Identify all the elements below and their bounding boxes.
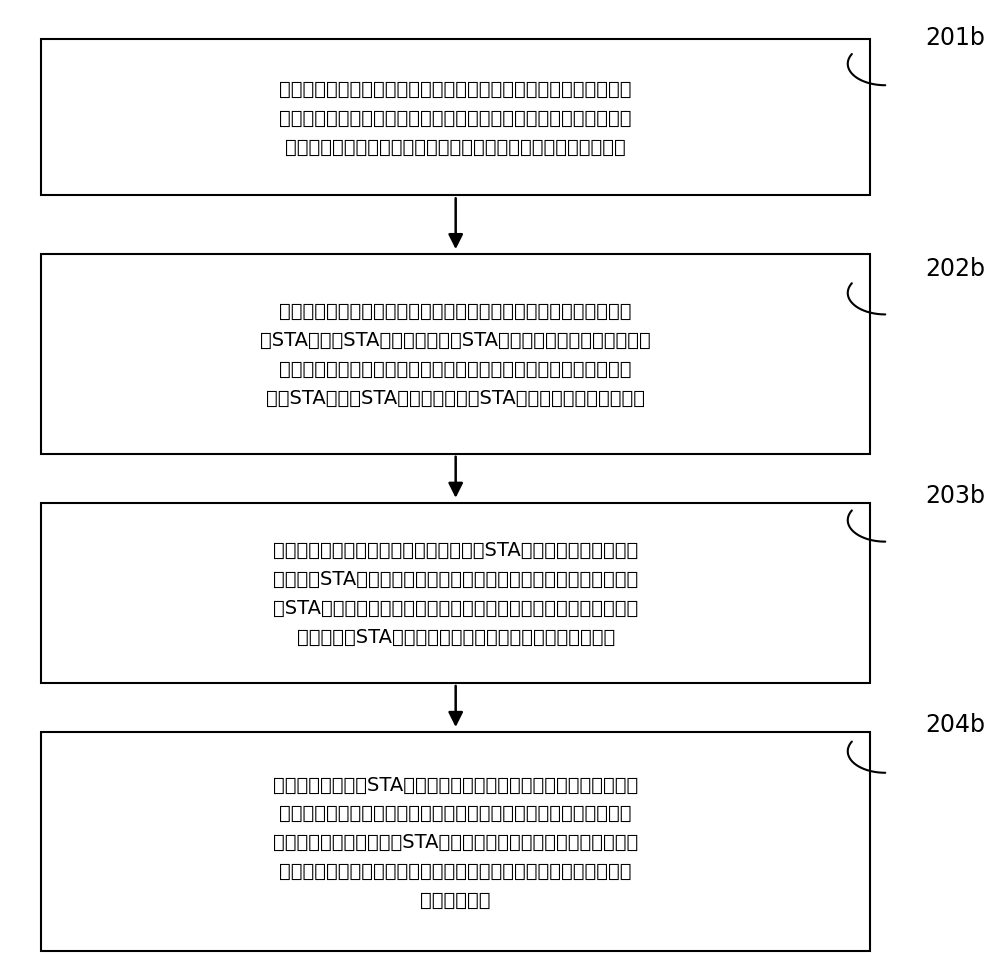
Text: 连续通过宽带载波电力线分别向所述第一STA发送第一抄表指令和向
所述第二STA发送第二抄表指令，其中，所述第一抄表指令被所述第
一STA用于从所述第一计量表获得: 连续通过宽带载波电力线分别向所述第一STA发送第一抄表指令和向 所述第二STA发… xyxy=(273,540,638,646)
Text: 接收集中器第一抄表周期内连续发送第一抄表命令和第二抄表命令，
所述第一抄表命令包括待抄读的第一计量表对应的第一计量表标识，
所述第二抄表命令包括待抄读的第二计量: 接收集中器第一抄表周期内连续发送第一抄表命令和第二抄表命令， 所述第一抄表命令包… xyxy=(279,80,632,156)
FancyBboxPatch shape xyxy=(41,732,870,952)
Text: 202b: 202b xyxy=(925,256,985,280)
FancyBboxPatch shape xyxy=(41,255,870,454)
FancyBboxPatch shape xyxy=(41,40,870,196)
FancyBboxPatch shape xyxy=(41,503,870,683)
Text: 201b: 201b xyxy=(925,26,985,51)
Text: 根据所述第一计量表标识，确定所述待抄读的第一计量表所对应的第
一STA的第一STA标识，所述第一STA用于管理所述第一计量表，以
及根据所述第二计量表标识，确定: 根据所述第一计量表标识，确定所述待抄读的第一计量表所对应的第 一STA的第一ST… xyxy=(260,302,651,407)
Text: 204b: 204b xyxy=(925,712,985,737)
Text: 根据所述第一站点STA返回的第一反馈报文，向所述集中器发送第一
上报报文，所述第一上报报文包括所述第一计量数据和所述第一计量
表标识根据所述第二站点STA返回的: 根据所述第一站点STA返回的第一反馈报文，向所述集中器发送第一 上报报文，所述第… xyxy=(273,775,638,909)
Text: 203b: 203b xyxy=(925,484,985,507)
